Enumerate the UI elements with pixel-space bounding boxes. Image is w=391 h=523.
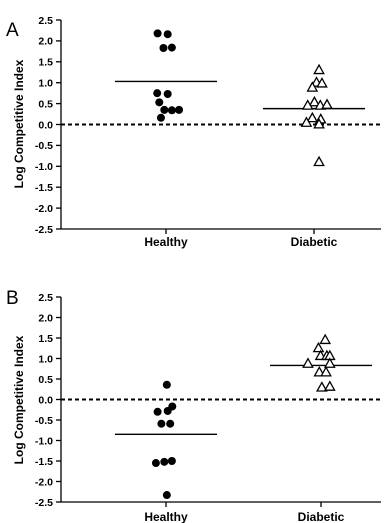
y-tick-label: 1.0: [38, 353, 53, 365]
data-point: [323, 357, 336, 368]
panel-letter: B: [6, 288, 19, 309]
data-point: [157, 419, 166, 428]
y-tick-label: 2.0: [38, 36, 53, 48]
data-point: [153, 89, 162, 98]
data-point: [313, 118, 325, 129]
panel-a: A Log Competitive Index 2.5 2.0 1.5 1.0 0.5 0.0…: [6, 15, 381, 249]
y-tick-label: 1.0: [38, 78, 53, 90]
data-point: [315, 381, 328, 392]
data-point: [155, 98, 164, 107]
data-point: [313, 366, 326, 377]
y-tick-label: -2.5: [35, 497, 53, 509]
y-tick-label: -0.5: [35, 140, 53, 152]
y-tick-label: -1.0: [35, 435, 53, 447]
y-tick-label: -1.0: [35, 161, 53, 173]
data-point: [160, 105, 169, 114]
data-point: [151, 459, 160, 468]
panel-b: B Log Competitive Index 2.5 2.0 1.5 1.0 0.5 0.0…: [6, 288, 381, 523]
data-point: [160, 457, 169, 466]
data-point: [167, 43, 176, 52]
data-point: [319, 333, 332, 345]
category-label: Healthy: [144, 235, 188, 249]
data-point: [162, 380, 171, 389]
data-point: [306, 111, 319, 123]
y-tick-label: 2.0: [38, 312, 53, 324]
data-point: [163, 89, 172, 98]
data-point: [316, 77, 328, 88]
data-point: [302, 357, 314, 368]
data-point: [321, 98, 333, 109]
data-point: [163, 30, 172, 39]
y-tick-label: 1.5: [38, 333, 53, 345]
y-axis-title: Log Competitive Index: [12, 335, 26, 464]
y-tick-label: -2.0: [35, 203, 53, 215]
y-tick-label: -2.5: [35, 224, 53, 236]
data-point: [306, 81, 319, 92]
data-point: [167, 457, 176, 465]
data-point: [301, 99, 314, 110]
y-tick-label: 2.5: [38, 292, 53, 304]
data-point: [156, 113, 165, 122]
y-tick-label: -2.0: [35, 476, 53, 488]
y-tick-label: 0.0: [38, 394, 53, 406]
data-point: [313, 63, 325, 75]
data-point: [323, 380, 336, 391]
y-tick-label: 0.5: [38, 374, 53, 386]
category-label: Healthy: [144, 510, 188, 523]
data-point: [313, 155, 325, 167]
data-point: [175, 105, 184, 114]
y-tick-label: -0.5: [35, 415, 53, 427]
y-tick-label: -1.5: [35, 456, 53, 468]
category-label: Diabetic: [291, 235, 338, 249]
data-point: [159, 44, 168, 53]
data-point: [162, 491, 171, 500]
data-point: [153, 29, 162, 38]
data-point: [312, 341, 325, 353]
y-tick-label: -1.5: [35, 182, 53, 194]
data-point: [320, 366, 332, 377]
data-point: [300, 116, 313, 127]
data-point: [153, 407, 162, 416]
panel-letter: A: [6, 20, 19, 41]
y-tick-label: 0.5: [38, 98, 53, 110]
y-axis-title: Log Competitive Index: [12, 59, 26, 188]
data-point: [168, 402, 177, 411]
category-label: Diabetic: [298, 510, 345, 523]
y-tick-label: 2.5: [38, 15, 53, 27]
data-point: [166, 419, 175, 428]
y-tick-label: 1.5: [38, 57, 53, 69]
y-tick-label: 0.0: [38, 119, 53, 131]
data-point: [308, 95, 321, 107]
data-point: [167, 106, 176, 115]
